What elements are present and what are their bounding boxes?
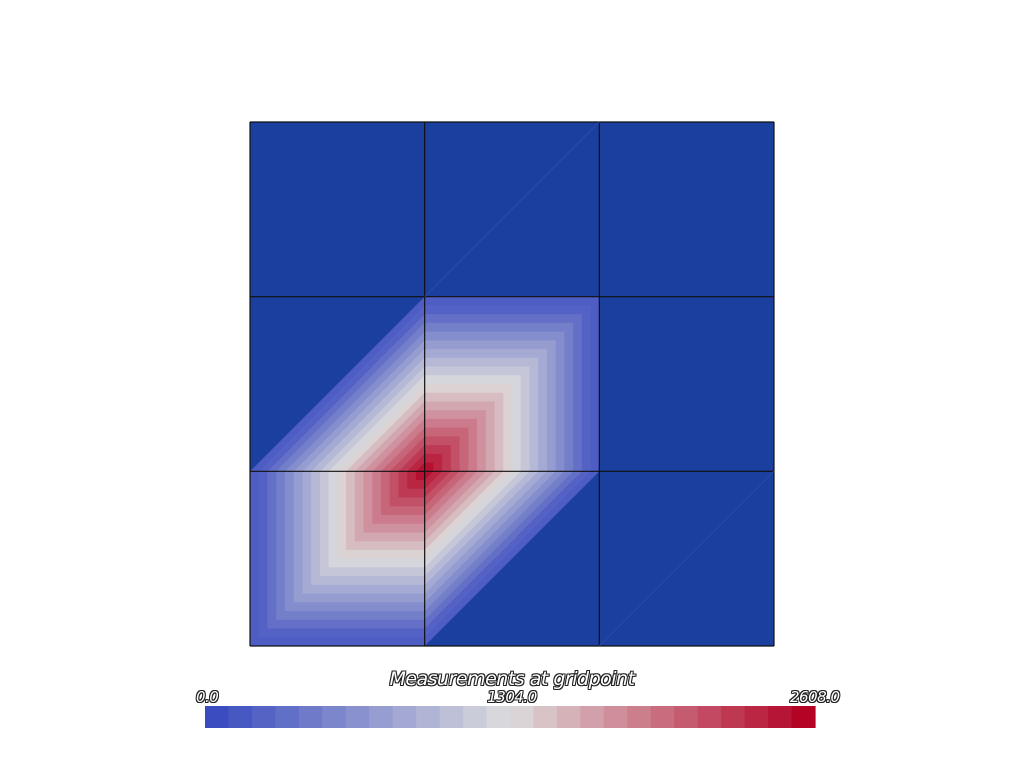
scalar-bar-segment <box>322 706 347 728</box>
mesh-surface <box>249 121 775 647</box>
scalar-bar-segment <box>533 706 558 728</box>
scalar-bar-segment <box>603 706 628 728</box>
scalar-bar-segment <box>345 706 370 728</box>
scalar-bar-mid-label: 1304.0 <box>487 688 537 706</box>
scalar-bar-segment <box>674 706 699 728</box>
scalar-bar-segment <box>416 706 441 728</box>
scalar-bar-segment <box>650 706 675 728</box>
mesh-diagonal-line <box>598 470 775 647</box>
scalar-bar-segment <box>721 706 746 728</box>
scalar-bar-segment <box>369 706 394 728</box>
scalar-bar-segment <box>744 706 769 728</box>
scalar-bar-segment <box>510 706 535 728</box>
scalar-bar-segment <box>697 706 722 728</box>
scalar-bar-segment <box>580 706 605 728</box>
scalar-bar-segment <box>251 706 276 728</box>
scalar-bar-segment <box>439 706 464 728</box>
scalar-bar-title: Measurements at gridpoint <box>389 668 635 690</box>
scalar-bar-max-label: 2608.0 <box>790 688 840 706</box>
scalar-bar-segment <box>627 706 652 728</box>
scalar-bar-segment <box>298 706 323 728</box>
mesh-grid-lines <box>249 121 775 647</box>
scalar-bar-segment <box>791 706 816 728</box>
scalar-bar-segment <box>556 706 581 728</box>
scalar-bar-segment <box>205 706 230 728</box>
mesh-diagonal-line <box>424 121 600 298</box>
scalar-bar-min-label: 0.0 <box>196 688 219 706</box>
scalar-bar <box>205 706 816 728</box>
scalar-bar-segment <box>228 706 253 728</box>
scalar-bar-segment <box>392 706 417 728</box>
scalar-bar-segment <box>463 706 488 728</box>
scalar-bar-segment <box>768 706 793 728</box>
scalar-bar-segment <box>486 706 511 728</box>
scalar-bar-segment <box>275 706 300 728</box>
